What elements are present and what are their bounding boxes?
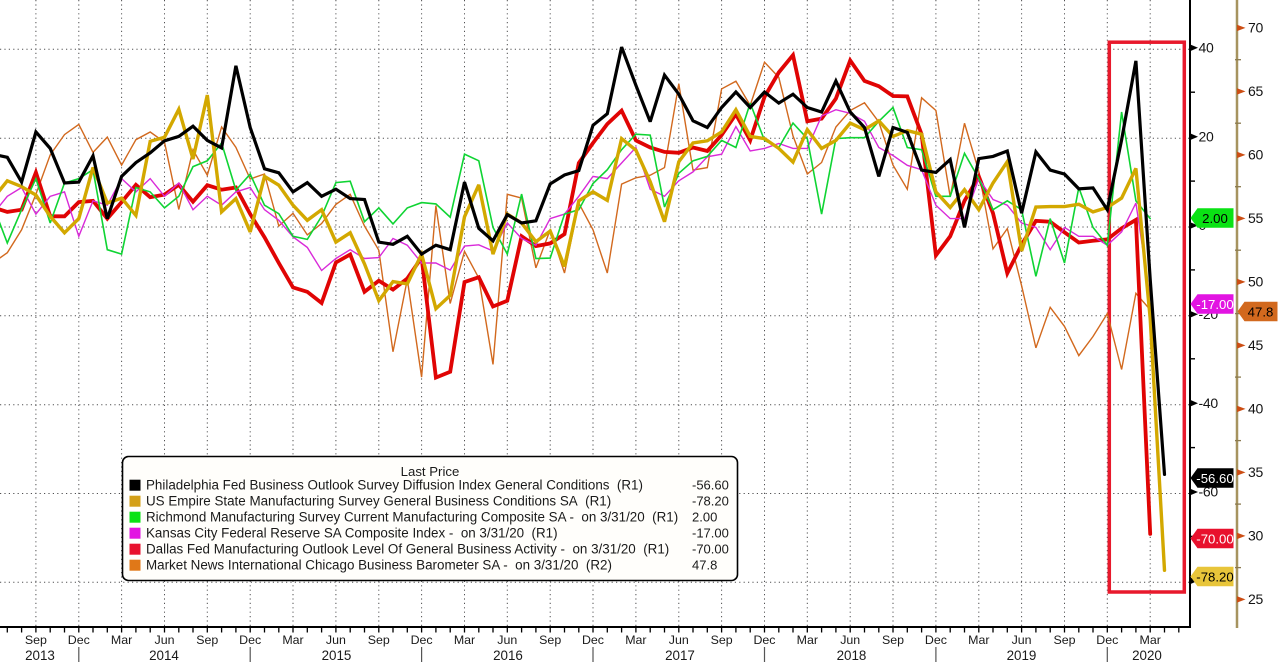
svg-text:-40: -40: [1199, 395, 1219, 411]
svg-text:Jun: Jun: [1012, 633, 1032, 647]
svg-text:Dec: Dec: [582, 633, 604, 647]
svg-text:2016: 2016: [493, 648, 523, 663]
svg-text:Sep: Sep: [539, 633, 561, 647]
svg-text:Sep: Sep: [368, 633, 390, 647]
svg-text:2015: 2015: [322, 648, 352, 663]
svg-text:Sep: Sep: [711, 633, 733, 647]
svg-text:40: 40: [1199, 40, 1214, 56]
svg-text:Sep: Sep: [882, 633, 904, 647]
svg-text:Sep: Sep: [25, 633, 47, 647]
svg-text:-56.60: -56.60: [692, 478, 729, 493]
svg-text:2.00: 2.00: [1202, 211, 1228, 226]
svg-text:Dec: Dec: [68, 633, 90, 647]
svg-text:Sep: Sep: [196, 633, 218, 647]
svg-text:Mar: Mar: [454, 633, 475, 647]
svg-text:Sep: Sep: [1053, 633, 1075, 647]
svg-text:Mar: Mar: [625, 633, 646, 647]
svg-text:-78.20: -78.20: [692, 494, 729, 509]
svg-text:2013: 2013: [25, 648, 55, 663]
svg-text:70: 70: [1248, 20, 1263, 36]
svg-text:Dec: Dec: [925, 633, 947, 647]
svg-text:2018: 2018: [837, 648, 867, 663]
svg-text:2.00: 2.00: [692, 510, 717, 525]
svg-text:65: 65: [1248, 83, 1263, 99]
svg-text:Kansas City Federal Reserve SA: Kansas City Federal Reserve SA Composite…: [146, 526, 558, 541]
svg-text:Mar: Mar: [968, 633, 989, 647]
svg-text:55: 55: [1248, 210, 1263, 226]
svg-text:Dec: Dec: [239, 633, 261, 647]
svg-text:-17.00: -17.00: [1196, 297, 1233, 312]
svg-text:Dallas Fed Manufacturing Outlo: Dallas Fed Manufacturing Outlook Level O…: [146, 542, 669, 557]
svg-text:Dec: Dec: [411, 633, 433, 647]
svg-text:2020: 2020: [1132, 648, 1162, 663]
svg-text:Philadelphia Fed Business Outl: Philadelphia Fed Business Outlook Survey…: [146, 478, 643, 493]
svg-text:25: 25: [1248, 591, 1263, 607]
svg-text:-56.60: -56.60: [1196, 471, 1233, 486]
svg-text:Dec: Dec: [1096, 633, 1118, 647]
svg-text:Mar: Mar: [282, 633, 303, 647]
svg-text:-70.00: -70.00: [1196, 531, 1233, 546]
svg-text:Richmond Manufacturing Survey: Richmond Manufacturing Survey Current Ma…: [146, 510, 678, 525]
svg-text:Jun: Jun: [669, 633, 689, 647]
svg-text:35: 35: [1248, 464, 1263, 480]
svg-text:45: 45: [1248, 337, 1263, 353]
svg-text:Mar: Mar: [111, 633, 132, 647]
svg-text:50: 50: [1248, 274, 1263, 290]
svg-text:Jun: Jun: [497, 633, 517, 647]
svg-text:Last Price: Last Price: [401, 464, 460, 479]
svg-text:2019: 2019: [1007, 648, 1037, 663]
svg-text:47.8: 47.8: [1248, 304, 1274, 319]
svg-text:Mar: Mar: [1140, 633, 1161, 647]
svg-text:Jun: Jun: [840, 633, 860, 647]
svg-text:20: 20: [1199, 128, 1214, 144]
svg-text:2017: 2017: [665, 648, 695, 663]
svg-text:Dec: Dec: [753, 633, 775, 647]
svg-text:47.8: 47.8: [692, 558, 717, 573]
svg-text:Market News International Chic: Market News International Chicago Busine…: [146, 558, 612, 573]
svg-text:Jun: Jun: [155, 633, 175, 647]
svg-text:Jun: Jun: [326, 633, 346, 647]
svg-text:Mar: Mar: [797, 633, 818, 647]
svg-text:40: 40: [1248, 401, 1263, 417]
svg-text:US Empire State Manufacturing: US Empire State Manufacturing Survey Gen…: [146, 494, 611, 509]
svg-text:30: 30: [1248, 528, 1263, 544]
svg-text:-17.00: -17.00: [692, 526, 729, 541]
svg-text:2014: 2014: [149, 648, 179, 663]
svg-text:60: 60: [1248, 147, 1263, 163]
svg-text:-70.00: -70.00: [692, 542, 729, 557]
svg-text:-78.20: -78.20: [1196, 569, 1233, 584]
